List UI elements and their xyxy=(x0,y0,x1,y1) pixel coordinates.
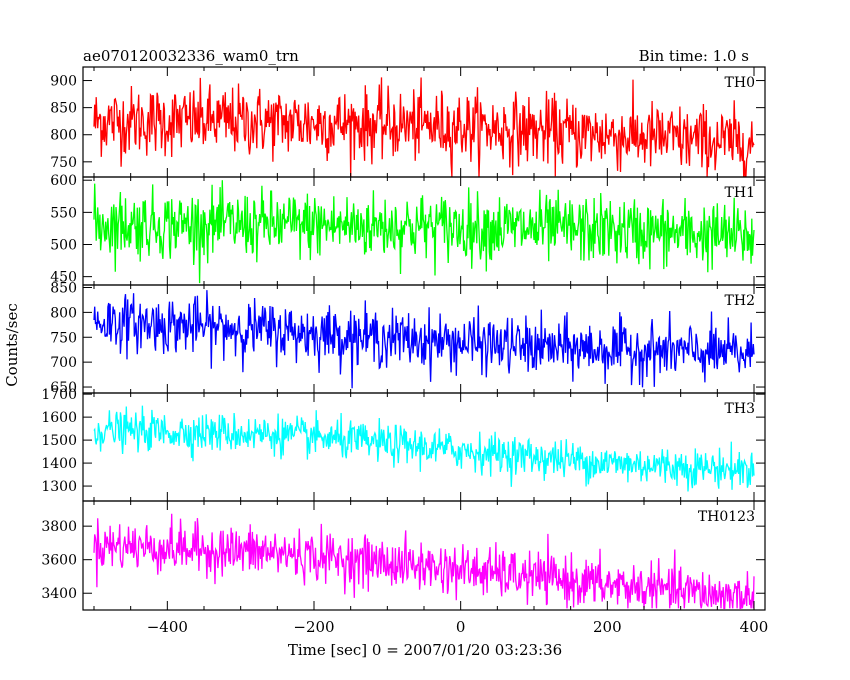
series-th3-label: TH3 xyxy=(725,401,755,417)
x-tick-label: −400 xyxy=(147,618,188,636)
panel-th2-ytick-label: 650 xyxy=(50,380,77,396)
panel-th3-ytick-label: 1600 xyxy=(41,410,77,426)
x-axis-label: Time [sec] 0 = 2007/01/20 03:23:36 xyxy=(288,641,562,659)
x-tick-label: 0 xyxy=(456,618,466,636)
panel-th0-ytick-label: 850 xyxy=(50,101,77,117)
series-th0123-label: TH0123 xyxy=(698,509,755,525)
series-th0123-line xyxy=(93,513,755,609)
panel-th2-ytick-label: 700 xyxy=(50,355,77,371)
panel-th0-ytick-label: 900 xyxy=(50,74,77,90)
panel-th3-ytick-label: 1700 xyxy=(41,387,77,403)
panel-th0123-ytick-label: 3400 xyxy=(41,586,77,602)
x-tick-label: −200 xyxy=(293,618,334,636)
panel-th1-ytick-label: 500 xyxy=(50,238,77,254)
series-th2-line xyxy=(93,290,755,389)
panel-th3-ytick-label: 1400 xyxy=(41,456,77,472)
chart-title-left: ae070120032336_wam0_trn xyxy=(83,47,299,65)
panel-th1-ytick-label: 450 xyxy=(50,270,77,286)
panel-th0123-ytick-label: 3800 xyxy=(41,519,77,535)
series-th0-line xyxy=(93,77,755,177)
series-th3-line xyxy=(93,405,755,492)
panel-th0-ytick-label: 750 xyxy=(50,155,77,171)
panel-th1-ytick-label: 600 xyxy=(50,173,77,189)
panel-th2-ytick-label: 850 xyxy=(50,280,77,296)
panel-th3-ytick-label: 1300 xyxy=(41,479,77,495)
series-th1-label: TH1 xyxy=(725,185,755,201)
chart-title-right: Bin time: 1.0 s xyxy=(639,47,749,65)
panel-th3-ytick-label: 1500 xyxy=(41,433,77,449)
panel-th1-ytick-label: 550 xyxy=(50,205,77,221)
x-tick-label: 400 xyxy=(740,618,769,636)
series-th0-label: TH0 xyxy=(725,75,755,91)
series-th2-label: TH2 xyxy=(725,293,755,309)
panel-th0123-ytick-label: 3600 xyxy=(41,553,77,569)
panel-th0-ytick-label: 800 xyxy=(50,128,77,144)
panels-group: 750 800 850 900 TH0 450 500 550 600 TH1 650 700 750 8… xyxy=(41,66,769,636)
x-tick-label: 200 xyxy=(593,618,622,636)
panel-th2-ytick-label: 800 xyxy=(50,305,77,321)
panel-th2-ytick-label: 750 xyxy=(50,330,77,346)
series-th1-line xyxy=(93,180,755,284)
y-axis-label: Counts/sec xyxy=(3,303,21,387)
